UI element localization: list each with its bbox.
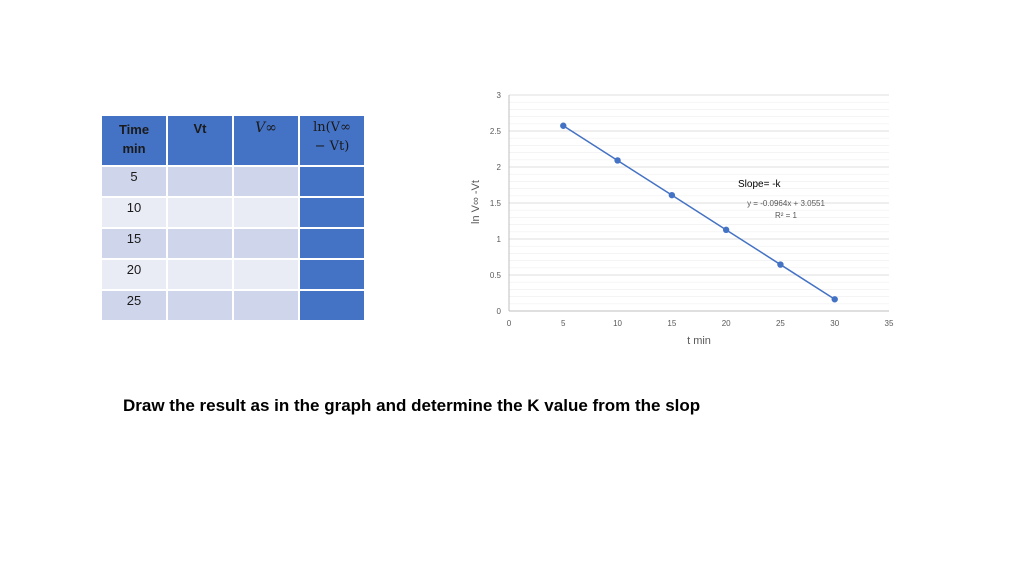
chart-axes: 00.511.522.530 5 10 15 20 25 30 35 [490, 91, 894, 328]
y-tick-label: 0.5 [490, 271, 502, 280]
vinf-cell [232, 165, 300, 198]
header-time-line1: Time [118, 122, 150, 137]
y-tick-label: 1 [497, 235, 502, 244]
series-line [562, 125, 836, 300]
header-time: Time min [100, 114, 168, 167]
x-tick-label: 5 [561, 319, 566, 328]
x-tick-label: 20 [722, 319, 731, 328]
data-point [831, 296, 838, 303]
table-row: 15 [100, 227, 366, 260]
x-tick-label: 25 [776, 319, 785, 328]
ln-cell [298, 258, 366, 291]
x-tick-label: 10 [613, 319, 622, 328]
header-ln: ln(V∞ − Vt) [298, 114, 366, 167]
x-tick-label: 0 [507, 319, 512, 328]
data-point [722, 226, 730, 234]
x-axis-title: t min [687, 335, 711, 347]
y-tick-label: 2.5 [490, 127, 502, 136]
ln-cell [298, 165, 366, 198]
instruction-text: Draw the result as in the graph and dete… [123, 396, 701, 415]
y-tick-label: 0 [497, 307, 502, 316]
header-ln-line1: ln(V∞ [313, 120, 351, 135]
y-tick-label: 1.5 [490, 199, 502, 208]
chart-series [560, 122, 838, 303]
x-tick-label: 35 [885, 319, 894, 328]
header-ln-line2: − Vt) [314, 139, 350, 154]
x-tick-label: 30 [830, 319, 839, 328]
data-point [668, 191, 676, 199]
table-row: 5 [100, 165, 366, 198]
table-header-row: Time min Vt V∞ ln(V∞ − Vt) [100, 114, 366, 167]
data-point [614, 157, 621, 164]
vt-cell [166, 165, 234, 198]
vinf-cell [232, 227, 300, 260]
y-tick-label: 3 [497, 91, 502, 100]
vinf-cell [232, 258, 300, 291]
ln-cell [298, 227, 366, 260]
table-row: 20 [100, 258, 366, 291]
header-time-line2: min [122, 141, 146, 156]
time-cell: 15 [100, 227, 168, 260]
x-tick-label: 15 [667, 319, 676, 328]
slope-annotation: Slope= -k [738, 179, 782, 190]
data-point [777, 261, 784, 268]
header-vt: Vt [166, 114, 234, 167]
data-point [560, 122, 567, 129]
vt-cell [166, 258, 234, 291]
r-squared-label: R² = 1 [775, 211, 798, 220]
table-row: 25 [100, 289, 366, 322]
table-row: 10 [100, 196, 366, 229]
time-cell: 5 [100, 165, 168, 198]
vt-cell [166, 289, 234, 322]
y-tick-label: 2 [497, 163, 502, 172]
vt-cell [166, 196, 234, 229]
time-cell: 10 [100, 196, 168, 229]
vt-cell [166, 227, 234, 260]
vinf-cell [232, 289, 300, 322]
ln-cell [298, 196, 366, 229]
data-table: Time min Vt V∞ ln(V∞ − Vt) 5 10 15 [100, 114, 366, 322]
time-cell: 25 [100, 289, 168, 322]
trendline-equation: y = -0.0964x + 3.0551 [747, 199, 825, 208]
time-cell: 20 [100, 258, 168, 291]
vinf-cell [232, 196, 300, 229]
y-axis-title: ln V∞ -Vt [470, 180, 482, 224]
header-vinf: V∞ [232, 114, 300, 167]
ln-cell [298, 289, 366, 322]
